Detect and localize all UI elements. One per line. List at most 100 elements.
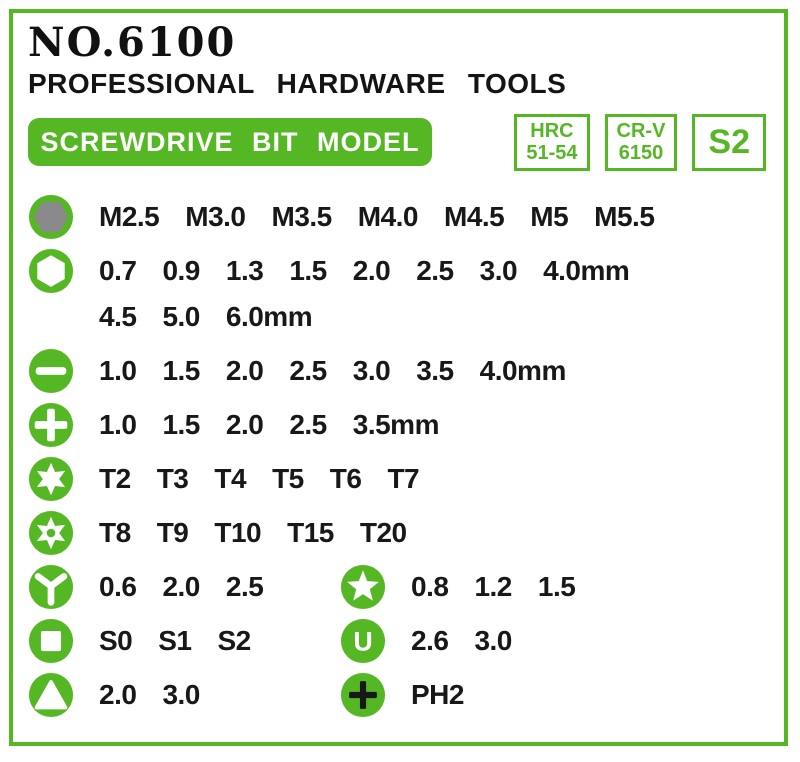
- size-label: 0.9: [162, 254, 200, 286]
- size-label: S1: [158, 624, 192, 656]
- bit-group: PH2: [340, 672, 464, 718]
- size-label: 4.5: [99, 300, 137, 332]
- product-subtitle: PROFESSIONAL HARDWARE TOOLS: [28, 68, 567, 99]
- size-label: T4: [214, 462, 247, 494]
- size-line: PH2: [411, 672, 464, 718]
- size-label: 2.5: [225, 570, 264, 602]
- green-frame: NO.6100 PROFESSIONAL HARDWARE TOOLS SCRE…: [9, 9, 788, 746]
- size-label: 2.6: [411, 624, 449, 656]
- bit-row: 2.0 3.0 PH2: [28, 672, 784, 718]
- size-label: 3.0: [352, 354, 391, 386]
- size-label: 3.0: [474, 624, 512, 656]
- size-label: 2.0: [99, 678, 137, 710]
- star-icon: [340, 564, 386, 610]
- size-label: T5: [272, 462, 304, 494]
- bit-group: T2 T3 T4 T5 T6 T7: [28, 456, 420, 502]
- size-line: T2 T3 T4 T5 T6 T7: [99, 456, 420, 502]
- badges: HRC 51-54 CR-V 6150 S2: [514, 113, 766, 171]
- badge-text: S2: [708, 123, 750, 162]
- size-line: 0.8 1.2 1.5: [411, 564, 576, 610]
- size-label: T20: [359, 516, 407, 548]
- size-label: 1.5: [289, 254, 327, 286]
- bit-group: T8 T9 T10 T15 T20: [28, 510, 407, 556]
- size-label: T9: [156, 516, 189, 548]
- size-label: S2: [217, 624, 252, 656]
- hex-outline-icon: [28, 248, 74, 294]
- badge-s2-steel: S2: [692, 113, 766, 171]
- bit-row: 1.0 1.5 2.0 2.5 3.0 3.5 4.0mm: [28, 348, 784, 394]
- size-label: 1.0: [99, 408, 137, 440]
- model-number: NO.6100: [28, 19, 237, 66]
- size-label: 1.5: [537, 570, 576, 602]
- bit-group: 0.6 2.0 2.5: [28, 564, 340, 610]
- bit-group: 1.0 1.5 2.0 2.5 3.5mm: [28, 402, 439, 448]
- size-label: 0.7: [99, 254, 137, 286]
- size-lines: 0.6 2.0 2.5: [99, 564, 264, 610]
- bit-row: 1.0 1.5 2.0 2.5 3.5mm: [28, 402, 784, 448]
- size-line: 0.6 2.0 2.5: [99, 564, 264, 610]
- size-line: M2.5 M3.0 M3.5 M4.0 M4.5 M5 M5.5: [99, 194, 655, 240]
- size-label: 0.6: [99, 570, 137, 602]
- size-lines: S0 S1 S2: [99, 618, 251, 664]
- bit-model-banner: SCREWDRIVE BIT MODEL: [28, 118, 432, 167]
- size-label: 2.5: [416, 254, 454, 286]
- square-icon: [28, 618, 74, 664]
- size-label: 1.5: [162, 354, 200, 386]
- size-label: M5.5: [594, 200, 655, 232]
- size-label: 3.0: [479, 254, 518, 286]
- size-label: M4.5: [444, 200, 505, 232]
- size-label: T6: [329, 462, 362, 494]
- size-label: T3: [156, 462, 189, 494]
- size-label: 2.5: [289, 354, 327, 386]
- bit-group: S0 S1 S2: [28, 618, 340, 664]
- size-label: 3.5: [416, 354, 454, 386]
- badge-text: 51-54: [526, 142, 578, 165]
- bit-row: 0.7 0.9 1.3 1.5 2.0 2.5 3.0 4.0mm 4.5 5.0 6.0mm: [28, 248, 784, 340]
- size-label: 0.8: [411, 570, 449, 602]
- bit-row: T8 T9 T10 T15 T20: [28, 510, 784, 556]
- size-label: 4.0mm: [479, 354, 567, 386]
- size-label: 2.0: [225, 354, 264, 386]
- size-label: 1.3: [225, 254, 264, 286]
- size-label: M3.0: [185, 200, 246, 232]
- size-label: 2.0: [352, 254, 391, 286]
- size-lines: PH2: [411, 672, 464, 718]
- bit-row: T2 T3 T4 T5 T6 T7: [28, 456, 784, 502]
- badge-text: 6150: [618, 142, 664, 165]
- size-lines: 2.0 3.0: [99, 672, 200, 718]
- size-label: 2.0: [225, 408, 264, 440]
- size-label: 3.5mm: [352, 408, 440, 440]
- size-label: T8: [99, 516, 131, 548]
- phillips-icon: [28, 402, 74, 448]
- badge-text: HRC: [530, 119, 574, 142]
- bit-group: 0.7 0.9 1.3 1.5 2.0 2.5 3.0 4.0mm 4.5 5.0 6.0mm: [28, 248, 630, 340]
- slotted-icon: [28, 348, 74, 394]
- size-lines: 2.6 3.0: [411, 618, 512, 664]
- size-line: T8 T9 T10 T15 T20: [99, 510, 407, 556]
- badge-hrc-hardness: HRC 51-54: [514, 113, 590, 171]
- hex-socket-icon: [28, 194, 74, 240]
- bit-rows: M2.5 M3.0 M3.5 M4.0 M4.5 M5 M5.5 0.7 0.9 1.3 1.5 2.…: [28, 194, 784, 718]
- size-lines: M2.5 M3.0 M3.5 M4.0 M4.5 M5 M5.5: [99, 194, 655, 240]
- size-lines: T2 T3 T4 T5 T6 T7: [99, 456, 420, 502]
- size-line: 2.6 3.0: [411, 618, 512, 664]
- size-line: 1.0 1.5 2.0 2.5 3.0 3.5 4.0mm: [99, 348, 566, 394]
- size-label: M4.0: [357, 200, 419, 232]
- badge-crv-material: CR-V 6150: [604, 113, 678, 171]
- size-lines: 0.7 0.9 1.3 1.5 2.0 2.5 3.0 4.0mm 4.5 5.0 6.0mm: [99, 248, 630, 340]
- size-label: 6.0mm: [225, 300, 313, 332]
- size-lines: 1.0 1.5 2.0 2.5 3.5mm: [99, 402, 439, 448]
- size-label: M5: [530, 200, 569, 232]
- size-lines: 1.0 1.5 2.0 2.5 3.0 3.5 4.0mm: [99, 348, 566, 394]
- size-label: T10: [214, 516, 262, 548]
- bit-row: 0.6 2.0 2.5 0.8 1.2 1.5: [28, 564, 784, 610]
- bit-row: M2.5 M3.0 M3.5 M4.0 M4.5 M5 M5.5: [28, 194, 784, 240]
- size-label: T2: [99, 462, 131, 494]
- size-lines: 0.8 1.2 1.5: [411, 564, 576, 610]
- size-label: PH2: [411, 678, 464, 710]
- size-label: T15: [287, 516, 334, 548]
- size-label: 1.0: [99, 354, 137, 386]
- size-label: 5.0: [162, 300, 200, 332]
- size-line: 2.0 3.0: [99, 672, 200, 718]
